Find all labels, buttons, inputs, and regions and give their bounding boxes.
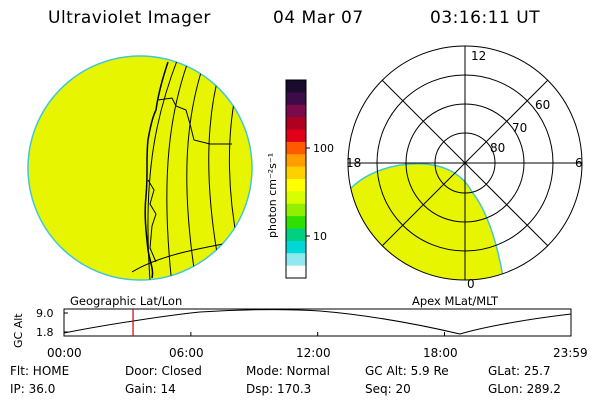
timeline-y-tick: 9.0 — [36, 307, 54, 320]
longitude-line — [166, 56, 191, 280]
timeline-y-label: GC Alt — [12, 313, 25, 348]
coastline — [157, 97, 232, 145]
lat-label-80: 80 — [490, 141, 505, 155]
coastline — [144, 61, 169, 279]
colorbar-cell — [286, 253, 306, 267]
time-tick-label: 00:00 — [47, 346, 82, 360]
time-tick-label: 23:59 — [553, 346, 588, 360]
aurora-region — [348, 163, 506, 280]
colorbar-cell — [286, 154, 306, 168]
flight-status: Flt: HOME — [10, 364, 70, 378]
polar-image: 12 18 6 0 60 70 80 — [346, 45, 583, 291]
colorbar-frame — [285, 79, 307, 279]
colorbar-cell — [286, 92, 306, 106]
geographic-image — [27, 55, 253, 281]
ip-value: IP: 36.0 — [10, 382, 56, 396]
gc-altitude-value: GC Alt: 5.9 Re — [365, 364, 449, 378]
longitude-line — [186, 59, 206, 280]
mlt-label-6: 6 — [575, 156, 583, 170]
image-date: 04 Mar 07 — [273, 8, 364, 28]
image-time: 03:16:11 UT — [430, 8, 541, 28]
coastline — [147, 179, 157, 263]
door-status: Door: Closed — [125, 364, 202, 378]
mlt-label-18: 18 — [346, 156, 361, 170]
sequence-value: Seq: 20 — [365, 382, 411, 396]
instrument-title: Ultraviolet Imager — [48, 8, 211, 28]
geographic-panel-label: Geographic Lat/Lon — [70, 294, 183, 308]
longitude-line — [208, 69, 221, 271]
colorbar-cell — [286, 129, 306, 143]
colorbar-unit-label: photon cm⁻²s⁻¹ — [266, 153, 279, 238]
dsp-value: Dsp: 170.3 — [246, 382, 312, 396]
colorbar-cell — [286, 265, 306, 279]
colorbar-tick-label: 100 — [313, 142, 334, 155]
time-tick-label: 12:00 — [296, 346, 331, 360]
mode-status: Mode: Normal — [246, 364, 330, 378]
colorbar-cell — [286, 104, 306, 118]
colorbar-cell — [286, 166, 306, 180]
colorbar-tick-label: 10 — [313, 230, 327, 243]
lat-label-70: 70 — [512, 121, 527, 135]
apex-panel-label: Apex MLat/MLT — [412, 294, 499, 308]
colorbar-cell — [286, 228, 306, 242]
timeline-frame — [63, 308, 572, 337]
time-tick-label: 06:00 — [169, 346, 204, 360]
colorbar-cell — [286, 216, 306, 230]
colorbar-cell — [286, 191, 306, 205]
altitude-timeline: GC Alt 9.0 1.8 — [12, 307, 572, 348]
colorbar-cell — [286, 240, 306, 254]
geo-latitude-value: GLat: 25.7 — [488, 364, 551, 378]
timeline-y-tick: 1.8 — [36, 326, 54, 339]
altitude-curve — [63, 309, 572, 335]
colorbar-cell — [286, 117, 306, 131]
gain-value: Gain: 14 — [125, 382, 176, 396]
coastline — [211, 261, 243, 271]
mlt-label-12: 12 — [471, 49, 486, 63]
colorbar-cell — [286, 141, 306, 155]
time-tick-label: 18:00 — [423, 346, 458, 360]
mlt-label-0: 0 — [467, 277, 475, 291]
polar-spoke — [381, 79, 549, 247]
longitude-line — [147, 57, 179, 280]
colorbar-cell — [286, 203, 306, 217]
lat-label-60: 60 — [535, 98, 550, 112]
colorbar-cell — [286, 179, 306, 192]
colorbar-cell — [286, 80, 306, 93]
colorbar: 100 10 photon cm⁻²s⁻¹ — [266, 79, 334, 279]
geographic-disk — [27, 55, 253, 281]
geo-longitude-value: GLon: 289.2 — [488, 382, 561, 396]
